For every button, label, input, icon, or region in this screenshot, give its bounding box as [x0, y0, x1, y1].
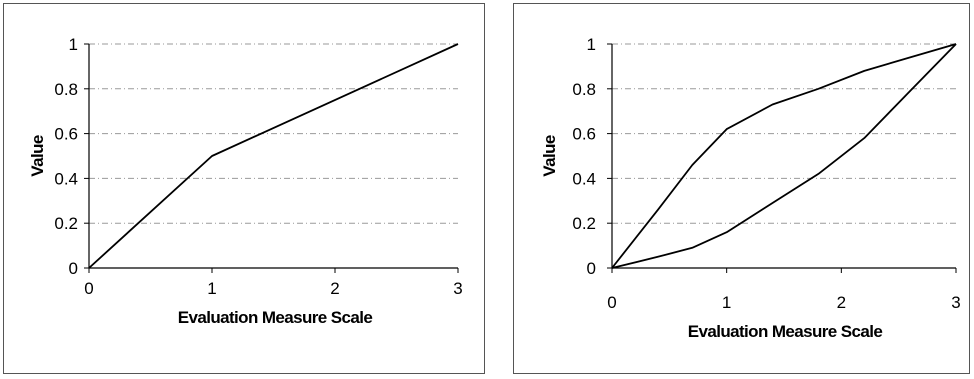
y-axis-title-right: Value	[540, 135, 559, 177]
panel-border-left	[3, 3, 485, 374]
x-tick-label-1: 1	[207, 279, 216, 298]
x-axis-title-left: Evaluation Measure Scale	[178, 308, 373, 327]
x-tick-label-0: 0	[607, 293, 616, 312]
y-tick-label-5: 1	[69, 35, 78, 54]
y-tick-label-1: 0.2	[572, 214, 596, 233]
y-tick-label-0: 0	[587, 259, 596, 278]
y-tick-label-4: 0.8	[54, 80, 78, 99]
series-line-1	[88, 43, 459, 269]
gridlines-left	[89, 43, 458, 224]
y-tick-label-1: 0.2	[54, 214, 78, 233]
gridlines-right	[612, 43, 956, 224]
tick-labels-right: 0 0.2 0.4 0.6 0.8 1 0 1 2 3	[572, 35, 960, 312]
y-tick-label-2: 0.4	[572, 169, 596, 188]
chart-panel-right: 0 0.2 0.4 0.6 0.8 1 0 1 2 3 Evaluation Measure Sc…	[513, 3, 970, 374]
y-tick-label-0: 0	[69, 259, 78, 278]
y-tick-label-2: 0.4	[54, 169, 78, 188]
x-tick-label-0: 0	[84, 279, 93, 298]
series-line-1	[611, 43, 957, 269]
x-tick-label-2: 2	[330, 279, 339, 298]
x-tick-label-3: 3	[951, 293, 960, 312]
y-axis-title-left: Value	[28, 135, 47, 177]
tick-labels-left: 0 0.2 0.4 0.6 0.8 1 0 1 2 3	[54, 35, 462, 298]
axes-right	[607, 43, 957, 273]
y-tick-label-4: 0.8	[572, 80, 596, 99]
series-line-2	[611, 43, 957, 269]
y-tick-label-5: 1	[587, 35, 596, 54]
panel-border-right	[513, 3, 970, 374]
x-axis-title-right: Evaluation Measure Scale	[688, 322, 883, 341]
axes-left	[84, 43, 459, 273]
x-tick-label-3: 3	[453, 279, 462, 298]
x-tick-label-1: 1	[722, 293, 731, 312]
series-lines-left	[88, 43, 459, 269]
series-lines-right	[611, 43, 957, 269]
chart-panel-left: 0 0.2 0.4 0.6 0.8 1 0 1 2 3 Evaluation Measure Sc…	[3, 3, 485, 374]
x-tick-label-2: 2	[837, 293, 846, 312]
y-tick-label-3: 0.6	[54, 125, 78, 144]
y-tick-label-3: 0.6	[572, 125, 596, 144]
